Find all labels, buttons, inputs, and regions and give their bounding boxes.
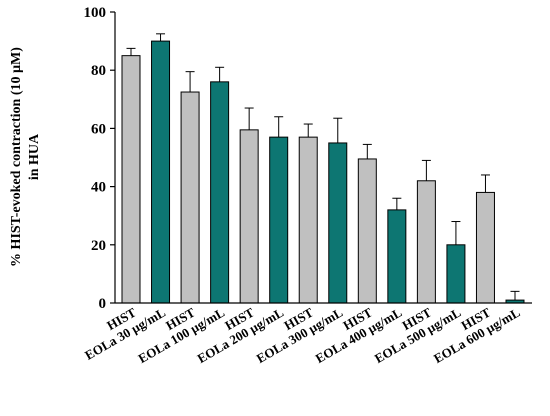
y-axis-title-line1: % HIST-evoked contraction (10 µM)	[9, 47, 24, 267]
bar-6	[269, 136, 289, 304]
bar-1	[121, 55, 141, 304]
bar-10	[387, 209, 407, 304]
y-tick-label-20: 20	[91, 238, 106, 254]
bar-5	[239, 129, 259, 304]
axes-group	[114, 12, 532, 304]
y-tick-label-80: 80	[91, 63, 106, 79]
y-tick-label-40: 40	[91, 180, 106, 196]
y-axis-title-line2: in HUA	[27, 133, 42, 180]
bar-13	[475, 191, 495, 304]
y-ticks-group: 0 20 40 60 80 100	[84, 5, 115, 312]
y-tick-label-60: 60	[91, 121, 106, 137]
bars-group	[121, 33, 525, 304]
bar-9	[357, 158, 377, 304]
y-tick-label-100: 100	[84, 5, 107, 21]
bar-3	[180, 91, 200, 304]
bar-12	[446, 244, 466, 304]
y-tick-label-0: 0	[99, 296, 107, 312]
bar-11	[416, 180, 436, 304]
bar-4	[210, 81, 230, 304]
y-axis-title: % HIST-evoked contraction (10 µM) in HUA	[9, 47, 42, 267]
bar-8	[328, 142, 348, 304]
bar-2	[151, 40, 171, 304]
bar-7	[298, 136, 318, 304]
